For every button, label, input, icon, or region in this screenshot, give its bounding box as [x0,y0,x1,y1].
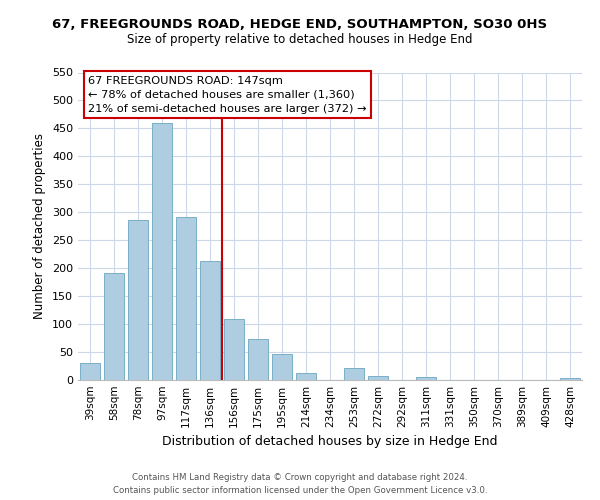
Bar [560,378,580,380]
Bar [344,368,364,380]
Bar [200,261,220,380]
Bar [128,220,148,380]
Bar [368,376,388,380]
Bar [272,354,292,380]
Bar [224,318,244,380]
Bar [296,372,316,380]
Y-axis label: Number of detached properties: Number of detached properties [34,133,46,320]
Text: Size of property relative to detached houses in Hedge End: Size of property relative to detached ho… [127,32,473,46]
Bar [416,377,436,380]
Bar [104,272,124,380]
Bar [80,363,100,380]
Bar [248,338,268,380]
X-axis label: Distribution of detached houses by size in Hedge End: Distribution of detached houses by size … [162,436,498,448]
Bar [152,123,172,380]
Text: 67 FREEGROUNDS ROAD: 147sqm
← 78% of detached houses are smaller (1,360)
21% of : 67 FREEGROUNDS ROAD: 147sqm ← 78% of det… [88,76,367,114]
Text: Contains HM Land Registry data © Crown copyright and database right 2024.
Contai: Contains HM Land Registry data © Crown c… [113,474,487,495]
Text: 67, FREEGROUNDS ROAD, HEDGE END, SOUTHAMPTON, SO30 0HS: 67, FREEGROUNDS ROAD, HEDGE END, SOUTHAM… [52,18,548,30]
Bar [176,216,196,380]
